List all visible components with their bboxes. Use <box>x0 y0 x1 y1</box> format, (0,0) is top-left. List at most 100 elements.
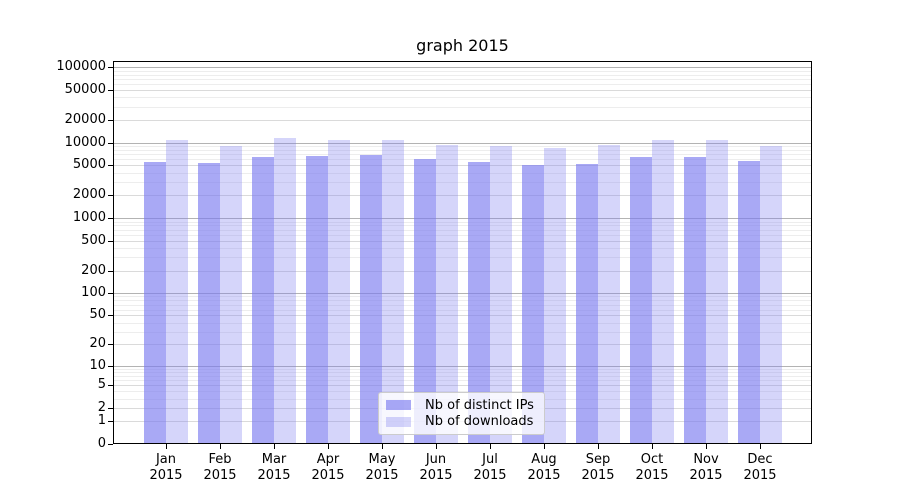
x-tick-year: 2015 <box>473 468 507 483</box>
bar-downloads-mar <box>274 138 296 444</box>
bar-ips-jul <box>468 162 490 444</box>
gridline-200 <box>113 271 812 272</box>
bar-ips-dec <box>738 161 760 444</box>
y-tick-mark <box>108 408 113 409</box>
y-tick-label-1: 1 <box>97 413 106 428</box>
x-tick-month: Nov <box>693 452 719 467</box>
bar-downloads-sep <box>598 145 620 444</box>
gridline-50 <box>113 315 812 316</box>
x-tick-month: Mar <box>261 452 287 467</box>
x-tick-month: Jan <box>155 452 177 467</box>
x-tick-mark <box>436 444 437 449</box>
y-tick-mark <box>108 421 113 422</box>
x-tick-mark <box>490 444 491 449</box>
gridline-minor <box>113 257 812 258</box>
y-tick-label-10: 10 <box>89 358 106 373</box>
y-tick-label-5000: 5000 <box>72 157 106 172</box>
bar-ips-jan <box>144 162 166 444</box>
gridline-minor <box>113 305 812 306</box>
gridline-minor <box>113 372 812 373</box>
bar-downloads-may <box>382 140 404 444</box>
gridline-2000 <box>113 195 812 196</box>
bar-downloads-apr <box>328 140 350 444</box>
chart-title: graph 2015 <box>416 36 509 55</box>
gridline-minor <box>113 380 812 381</box>
y-tick-label-5: 5 <box>97 377 106 392</box>
gridline-minor <box>113 230 812 231</box>
gridline-minor <box>113 84 812 85</box>
y-tick-mark <box>108 344 113 345</box>
bar-downloads-nov <box>706 140 728 444</box>
x-tick-label-nov: Nov 2015 <box>679 452 733 484</box>
gridline-5 <box>113 385 812 386</box>
x-tick-month: Dec <box>747 452 773 467</box>
bar-ips-oct <box>630 157 652 444</box>
bar-downloads-dec <box>760 146 782 444</box>
x-tick-year: 2015 <box>149 468 183 483</box>
x-tick-mark <box>706 444 707 449</box>
gridline-minor <box>113 173 812 174</box>
gridline-minor <box>113 79 812 80</box>
x-tick-label-jun: Jun 2015 <box>409 452 463 484</box>
y-tick-mark <box>108 120 113 121</box>
x-tick-mark <box>274 444 275 449</box>
x-tick-year: 2015 <box>365 468 399 483</box>
x-tick-mark <box>760 444 761 449</box>
y-tick-mark <box>108 90 113 91</box>
x-tick-mark <box>544 444 545 449</box>
x-tick-year: 2015 <box>311 468 345 483</box>
x-tick-month: Oct <box>640 452 664 467</box>
bar-ips-sep <box>576 164 598 444</box>
gridline-100000 <box>113 67 812 68</box>
x-tick-year: 2015 <box>635 468 669 483</box>
x-tick-month: Sep <box>585 452 611 467</box>
y-tick-label-100000: 100000 <box>56 59 106 74</box>
legend-swatch-distinct-ips <box>386 400 411 411</box>
x-tick-mark <box>220 444 221 449</box>
x-tick-year: 2015 <box>203 468 237 483</box>
y-tick-mark <box>108 444 113 445</box>
x-tick-label-aug: Aug 2015 <box>517 452 571 484</box>
legend-swatch-downloads <box>386 416 411 427</box>
gridline-10000 <box>113 143 812 144</box>
gridline-minor <box>113 391 812 392</box>
bar-downloads-jun <box>436 145 458 444</box>
x-tick-label-sep: Sep 2015 <box>571 452 625 484</box>
y-tick-mark <box>108 67 113 68</box>
y-tick-label-0: 0 <box>97 436 106 451</box>
x-tick-year: 2015 <box>581 468 615 483</box>
gridline-minor <box>113 376 812 377</box>
x-tick-label-jan: Jan 2015 <box>139 452 193 484</box>
bar-downloads-feb <box>220 146 242 444</box>
x-tick-year: 2015 <box>527 468 561 483</box>
gridline-minor <box>113 71 812 72</box>
x-tick-label-apr: Apr 2015 <box>301 452 355 484</box>
y-tick-label-20000: 20000 <box>64 112 106 127</box>
x-tick-year: 2015 <box>689 468 723 483</box>
gridline-20 <box>113 344 812 345</box>
gridline-minor <box>113 310 812 311</box>
x-tick-mark <box>328 444 329 449</box>
gridline-minor <box>113 107 812 108</box>
y-tick-mark <box>108 385 113 386</box>
y-tick-label-20: 20 <box>89 336 106 351</box>
x-tick-month: Jun <box>425 452 447 467</box>
bar-ips-nov <box>684 157 706 444</box>
y-tick-label-2000: 2000 <box>72 187 106 202</box>
gridline-minor <box>113 150 812 151</box>
gridline-minor <box>113 146 812 147</box>
y-tick-label-500: 500 <box>81 233 106 248</box>
y-tick-mark <box>108 218 113 219</box>
y-tick-label-50: 50 <box>89 307 106 322</box>
gridline-10 <box>113 366 812 367</box>
gridline-1000 <box>113 218 812 219</box>
gridline-5000 <box>113 165 812 166</box>
y-tick-label-10000: 10000 <box>64 135 106 150</box>
x-tick-month: Feb <box>208 452 232 467</box>
y-tick-mark <box>108 293 113 294</box>
legend-label-distinct-ips: Nb of distinct IPs <box>425 397 534 413</box>
y-tick-label-100: 100 <box>81 285 106 300</box>
gridline-minor <box>113 369 812 370</box>
